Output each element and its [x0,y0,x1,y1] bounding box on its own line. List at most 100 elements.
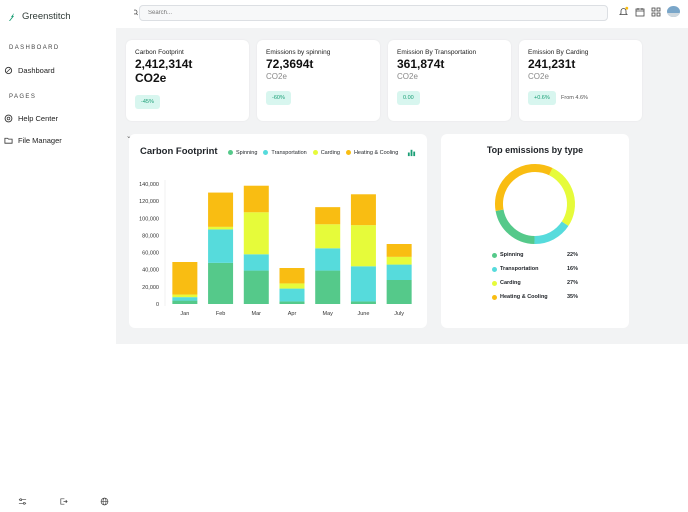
legend-label: Carding [500,280,521,286]
stat-card-transportation: Emission By Transportation 361,874t CO2e… [388,40,511,121]
legend-swatch [345,150,351,155]
bar-segment [315,224,341,249]
bar-segment [279,268,305,284]
x-tick-label: July [394,311,404,317]
legend-label: Transportation [500,266,539,272]
change-badge: +0.6% [528,91,556,105]
bar-segment [315,270,341,304]
bar-segment [279,288,305,302]
card-title: Emission By Transportation [397,49,477,56]
x-tick-label: May [323,311,334,317]
y-tick-label: 20,000 [142,285,159,291]
logout-icon[interactable] [59,497,68,506]
sidebar-item-label: Help Center [18,114,59,123]
card-value: 361,874t [397,57,445,71]
topbar-icons [618,6,680,17]
bar-segment [386,264,412,280]
donut-legend-item: Heating & Cooling [492,294,548,300]
y-tick-label: 140,000 [139,182,159,188]
legend-swatch [263,150,269,155]
legend-label: Spinning [236,149,258,156]
sidebar: Greenstitch DASHBOARD Dashboard PAGES He… [0,0,116,512]
bar-segment [279,283,305,289]
bar-segment [350,194,376,226]
avatar[interactable] [667,6,680,17]
legend-swatch [492,266,497,272]
y-tick-label: 60,000 [142,251,159,257]
donut-slice [495,164,553,211]
folder-icon [4,137,13,144]
card-title: Emissions by spinning [266,49,331,56]
sidebar-item-label: Dashboard [18,66,55,75]
card-unit: CO2e [528,72,549,81]
y-tick-label: 80,000 [142,233,159,239]
donut-legend-percent: 16% [567,266,579,272]
logo[interactable]: Greenstitch [8,11,71,22]
legend-swatch [492,280,497,286]
change-badge: -45% [135,95,160,109]
bar-segment [350,266,376,302]
bar-segment [208,229,234,263]
donut-legend-percent: 35% [567,294,579,300]
card-unit: CO2e [397,72,418,81]
donut-chart [495,164,575,244]
bar-segment [208,192,234,227]
calendar-icon[interactable] [635,7,645,17]
donut-title: Top emissions by type [486,145,584,155]
section-dashboard-label: DASHBOARD [9,45,60,51]
bar-segment [350,225,376,267]
search-bar[interactable] [139,5,608,21]
card-title: Emission By Carding [528,49,589,56]
bar-segment [315,248,341,271]
card-value: 241,231t [528,57,576,71]
donut-legend-percent: 22% [567,252,579,258]
card-title: Carbon Footprint [135,49,184,56]
x-tick-label: Mar [252,311,262,317]
change-badge: -60% [266,91,291,105]
legend-label: Heating & Cooling [500,294,548,300]
donut-slice [495,209,535,244]
legend-label: Carding [320,149,340,156]
legend-item[interactable]: Transportation [263,150,307,156]
card-unit: CO2e [135,71,167,85]
sidebar-item-dashboard[interactable]: Dashboard [4,66,55,75]
change-note: From 4.6% [561,95,588,101]
legend-item[interactable]: Carding [312,149,340,156]
x-tick-label: Jan [180,311,189,317]
stat-card-spinning: Emissions by spinning 72,3694t CO2e -60% [257,40,380,121]
bell-icon[interactable] [618,6,629,17]
sidebar-item-help-center[interactable]: Help Center [4,114,58,123]
bar-segment [243,185,269,213]
x-tick-label: June [357,311,369,317]
card-value: 2,412,314t [135,57,193,71]
donut-slice [534,221,569,244]
stacked-bar-chart: 140,000 120,000 100,000 80,000 60,000 40,000 2… [139,180,412,317]
bar-segment [315,207,341,225]
donut-legend-item: Transportation [492,266,539,272]
app-name: Greenstitch [22,11,71,22]
sidebar-item-file-manager[interactable]: File Manager [4,136,62,145]
chart-type-icon[interactable] [407,148,416,157]
emissions-by-type-card: Top emissions by type Spinning 22% Trans… [441,134,629,328]
bar-segment [386,256,412,265]
legend-item[interactable]: Spinning [228,150,257,156]
donut-legend-item: Spinning [492,252,524,258]
globe-icon[interactable] [100,497,109,506]
search-input[interactable] [146,9,607,17]
bar-segment [208,262,234,304]
donut-legend-item: Carding [492,280,521,286]
chevron-down-icon[interactable]: ⌄ [126,132,132,140]
grid-icon[interactable] [651,7,661,17]
legend-item[interactable]: Heating & Cooling [345,150,398,156]
x-tick-label: Feb [216,311,225,317]
y-tick-label: 0 [156,302,159,308]
change-badge: 0.00 [397,91,420,105]
donut-slice [548,168,575,226]
sliders-icon[interactable] [18,497,27,506]
stat-card-carbon-footprint: Carbon Footprint 2,412,314t CO2e -45% [126,40,249,121]
bar-segment [279,301,305,304]
bar-segment [208,226,234,230]
help-icon [4,114,13,123]
bar-segment [243,212,269,255]
y-tick-label: 100,000 [139,216,159,222]
